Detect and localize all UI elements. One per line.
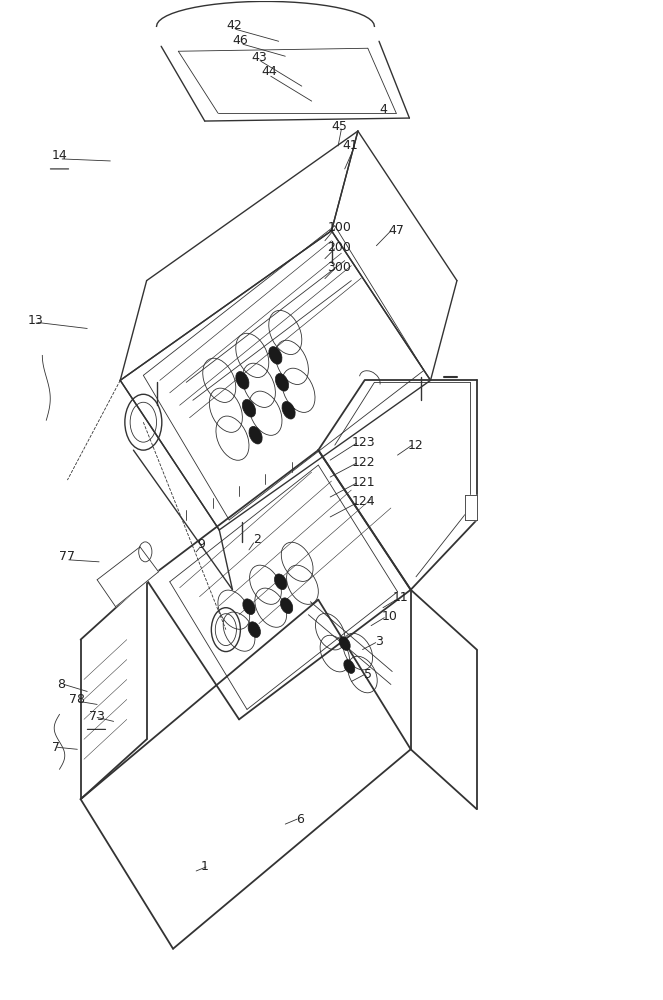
Text: 6: 6 <box>296 813 304 826</box>
Text: 4: 4 <box>379 103 387 116</box>
Polygon shape <box>97 547 158 607</box>
Ellipse shape <box>269 347 282 364</box>
Text: 11: 11 <box>393 591 408 604</box>
Text: 1: 1 <box>201 860 209 873</box>
Text: 77: 77 <box>60 550 76 563</box>
Polygon shape <box>465 495 477 520</box>
Text: 73: 73 <box>89 710 104 723</box>
Text: 121: 121 <box>351 476 375 489</box>
Ellipse shape <box>243 399 255 417</box>
Text: 47: 47 <box>389 224 404 237</box>
Text: 42: 42 <box>226 19 241 32</box>
Ellipse shape <box>280 598 293 614</box>
Text: 5: 5 <box>364 668 372 681</box>
Text: 123: 123 <box>351 436 375 449</box>
Ellipse shape <box>339 637 350 650</box>
Text: 100: 100 <box>328 221 351 234</box>
Text: 44: 44 <box>261 65 276 78</box>
Ellipse shape <box>275 374 288 391</box>
Text: 46: 46 <box>233 34 248 47</box>
Text: 41: 41 <box>342 139 358 152</box>
Text: 12: 12 <box>408 439 424 452</box>
Ellipse shape <box>282 401 295 419</box>
Text: 13: 13 <box>28 314 44 327</box>
Ellipse shape <box>274 574 287 590</box>
Ellipse shape <box>344 660 355 673</box>
Ellipse shape <box>243 599 255 615</box>
Text: 7: 7 <box>52 741 60 754</box>
Text: 300: 300 <box>328 261 351 274</box>
Text: 2: 2 <box>254 533 261 546</box>
Ellipse shape <box>236 372 249 389</box>
Text: 43: 43 <box>251 51 267 64</box>
Ellipse shape <box>249 426 262 444</box>
Ellipse shape <box>248 622 261 637</box>
Text: 10: 10 <box>382 610 398 623</box>
Text: 124: 124 <box>351 495 375 508</box>
Text: 78: 78 <box>70 693 86 706</box>
Text: 122: 122 <box>351 456 375 469</box>
Text: 14: 14 <box>52 149 68 162</box>
Text: 45: 45 <box>332 120 347 133</box>
Text: 3: 3 <box>375 635 383 648</box>
Text: 8: 8 <box>57 678 65 691</box>
Text: 9: 9 <box>198 538 206 551</box>
Text: 200: 200 <box>328 241 351 254</box>
